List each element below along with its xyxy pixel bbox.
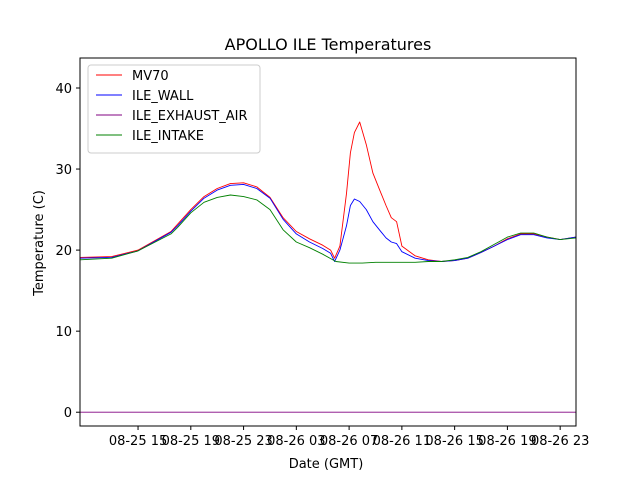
series-line-ile-intake bbox=[79, 194, 577, 264]
x-tick-label: 08-26 19 bbox=[478, 434, 536, 449]
y-tick-label: 40 bbox=[55, 82, 72, 97]
x-tick-label: 08-25 19 bbox=[162, 434, 220, 449]
y-axis-ticks: 0 10 20 30 40 bbox=[55, 82, 80, 421]
y-tick-label: 0 bbox=[64, 406, 72, 421]
x-tick-label: 08-26 11 bbox=[373, 434, 431, 449]
y-tick-label: 30 bbox=[55, 163, 72, 178]
x-axis-label: Date (GMT) bbox=[289, 457, 364, 472]
legend-label: ILE_EXHAUST_AIR bbox=[132, 109, 248, 124]
x-tick-label: 08-26 07 bbox=[320, 434, 378, 449]
chart-title: APOLLO ILE Temperatures bbox=[225, 35, 432, 54]
x-tick-label: 08-26 23 bbox=[531, 434, 589, 449]
x-tick-label: 08-25 15 bbox=[109, 434, 167, 449]
legend-label: ILE_INTAKE bbox=[132, 129, 204, 144]
series-line-ile-wall bbox=[79, 183, 577, 262]
legend-label: MV70 bbox=[132, 69, 169, 84]
plot-frame bbox=[79, 57, 577, 427]
x-tick-label: 08-26 03 bbox=[267, 434, 325, 449]
y-tick-label: 20 bbox=[55, 244, 72, 259]
x-tick-label: 08-25 23 bbox=[214, 434, 272, 449]
legend-label: ILE_WALL bbox=[132, 89, 194, 104]
x-tick-label: 08-26 15 bbox=[425, 434, 483, 449]
y-axis-label: Temperature (C) bbox=[32, 190, 47, 297]
legend: MV70 ILE_WALL ILE_EXHAUST_AIR ILE_INTAKE bbox=[87, 64, 261, 154]
y-tick-label: 10 bbox=[55, 325, 72, 340]
legend-box bbox=[87, 64, 261, 154]
series-layer bbox=[79, 121, 577, 413]
